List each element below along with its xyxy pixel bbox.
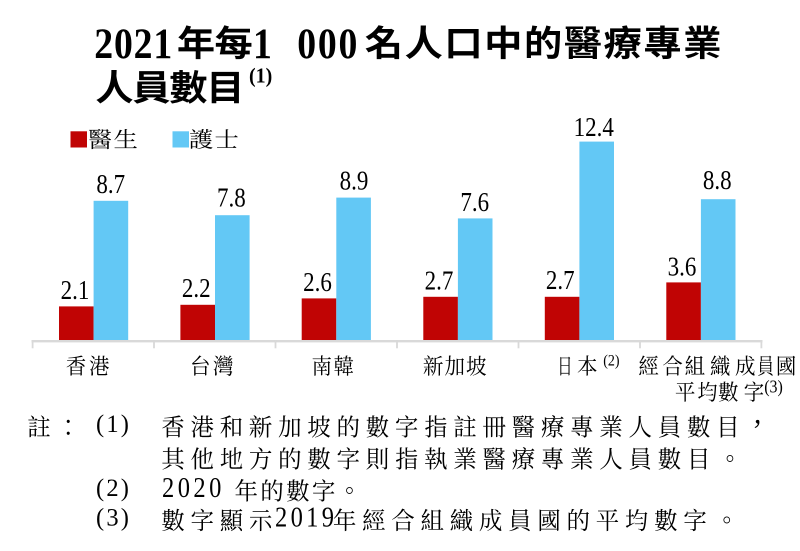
svg-text:2.7: 2.7 xyxy=(546,266,575,295)
svg-text:1: 1 xyxy=(253,19,272,67)
svg-text:(3): (3) xyxy=(96,504,131,532)
svg-text:7.6: 7.6 xyxy=(460,188,489,217)
svg-text:12.4: 12.4 xyxy=(574,113,615,142)
svg-text:3.6: 3.6 xyxy=(668,253,697,282)
svg-text:(1): (1) xyxy=(96,410,131,438)
svg-text:2.6: 2.6 xyxy=(303,268,332,297)
svg-text:2.1: 2.1 xyxy=(61,276,90,305)
svg-text:(2): (2) xyxy=(96,474,131,502)
svg-text:2020: 2020 xyxy=(162,471,225,503)
svg-text:(1): (1) xyxy=(249,65,272,88)
svg-text:8.8: 8.8 xyxy=(703,166,732,195)
svg-text:(3): (3) xyxy=(764,377,783,397)
svg-text:2.7: 2.7 xyxy=(425,267,454,296)
svg-text:8.7: 8.7 xyxy=(96,170,125,199)
svg-text:8.9: 8.9 xyxy=(340,167,369,196)
svg-text:2021: 2021 xyxy=(94,19,173,67)
svg-text:7.8: 7.8 xyxy=(217,184,246,213)
svg-text:000: 000 xyxy=(297,19,359,67)
svg-text:2019: 2019 xyxy=(275,501,337,533)
svg-text:2.2: 2.2 xyxy=(182,274,211,303)
svg-text:(2): (2) xyxy=(603,353,619,370)
